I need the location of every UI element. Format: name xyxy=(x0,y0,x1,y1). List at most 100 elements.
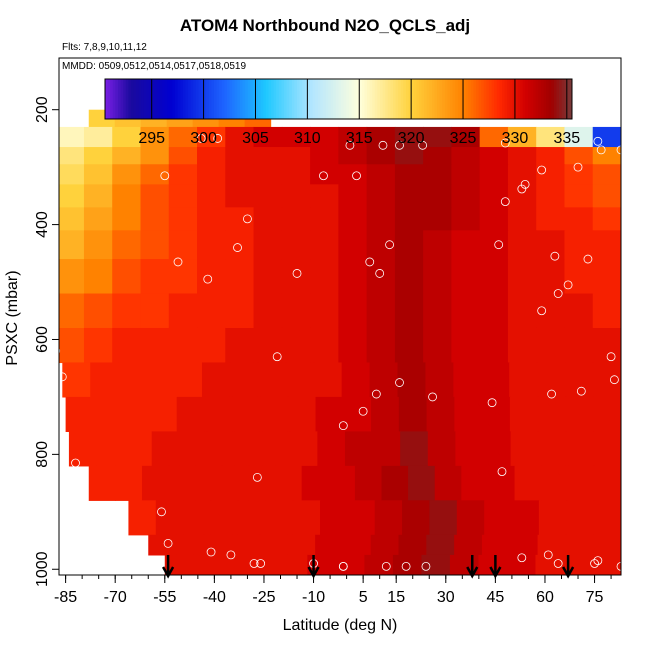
colorbar-segment xyxy=(263,79,267,119)
flight-arrows xyxy=(162,555,575,579)
x-tick-label: 75 xyxy=(586,589,604,606)
heat-cell xyxy=(366,164,396,185)
heat-cell xyxy=(128,500,157,536)
colorbar-segment xyxy=(112,79,116,119)
sample-point xyxy=(206,547,216,557)
colorbar-segment xyxy=(413,79,417,119)
colorbar-segment xyxy=(504,79,508,119)
colorbar-segment xyxy=(281,79,285,119)
heat-cell xyxy=(148,534,177,556)
colorbar-segment xyxy=(143,79,148,119)
colorbar-segment xyxy=(496,79,500,119)
heat-cell xyxy=(344,431,374,467)
heat-cell xyxy=(59,147,85,165)
sample-point xyxy=(163,539,173,548)
colorbar-segment xyxy=(509,79,513,119)
heat-cell xyxy=(338,147,368,165)
sample-point xyxy=(249,559,259,568)
heat-cell xyxy=(59,164,85,185)
colorbar-segment xyxy=(354,79,358,119)
colorbar-segment xyxy=(341,79,345,119)
heat-cell xyxy=(140,327,170,364)
heat-cell xyxy=(197,184,226,208)
sample-point xyxy=(590,559,599,568)
colorbar-segment xyxy=(265,79,269,119)
colorbar-segment xyxy=(434,79,438,119)
colorbar-segment xyxy=(206,79,210,119)
colorbar-segment xyxy=(361,79,365,119)
colorbar-segment xyxy=(322,79,327,119)
colorbar-segment xyxy=(553,79,557,119)
heat-cell xyxy=(121,396,150,432)
heat-cell xyxy=(423,126,453,148)
heat-cell xyxy=(168,293,198,329)
flights-subtitle: Flts: 7,8,9,10,11,12 xyxy=(62,42,147,53)
heat-cell xyxy=(287,396,317,432)
heat-cell xyxy=(146,362,175,398)
heat-cell xyxy=(65,396,94,432)
heat-cell xyxy=(281,207,311,231)
colorbar-segment xyxy=(481,79,485,119)
heat-cell xyxy=(310,293,339,329)
colorbar-segment xyxy=(491,79,495,119)
heat-cell xyxy=(507,147,537,165)
heat-cell xyxy=(168,465,196,501)
heat-cell xyxy=(400,431,429,467)
heat-cell xyxy=(509,396,539,432)
colorbar-segment xyxy=(219,79,223,119)
colorbar-segment xyxy=(348,79,352,119)
sample-point xyxy=(500,197,510,207)
colorbar-tick-label: 325 xyxy=(450,130,477,147)
heat-cell xyxy=(536,327,566,364)
heat-cell xyxy=(507,230,537,260)
colorbar-segment xyxy=(367,79,371,119)
heat-cell xyxy=(427,431,456,467)
colorbar-segment xyxy=(569,79,573,119)
heat-cell xyxy=(566,500,595,536)
colorbar-tick-label: 310 xyxy=(294,130,321,147)
sample-point xyxy=(59,111,64,120)
plot-frame xyxy=(58,57,622,576)
colorbar-segment xyxy=(507,79,511,119)
heat-cell xyxy=(259,396,289,432)
colorbar-segment xyxy=(468,79,472,119)
heat-cell xyxy=(338,327,368,364)
heat-cell xyxy=(174,362,203,398)
y-tick-label: 600 xyxy=(34,326,51,353)
sample-point xyxy=(378,140,388,150)
heat-cell xyxy=(479,207,509,231)
colorbar-segment xyxy=(172,79,176,119)
colorbar-segment xyxy=(403,79,407,119)
heat-cell xyxy=(281,126,311,148)
heat-cell xyxy=(397,362,427,398)
heat-cell xyxy=(112,230,142,260)
sample-point xyxy=(550,251,560,261)
heat-cell xyxy=(394,230,424,260)
heat-cell xyxy=(429,500,458,536)
colorbar-segment xyxy=(442,79,446,119)
heat-cell xyxy=(451,327,481,364)
heat-cell xyxy=(225,126,255,148)
heat-cell xyxy=(225,259,255,295)
heat-cell xyxy=(564,164,594,185)
heat-cell xyxy=(285,362,315,398)
heat-cell xyxy=(319,500,348,536)
heat-cell xyxy=(168,147,198,165)
colorbar-segment xyxy=(247,79,251,119)
heat-cell xyxy=(338,293,368,329)
chart-title: ATOM4 Northbound N2O_QCLS_adj xyxy=(179,16,471,35)
heat-cell xyxy=(511,500,540,536)
heat-cell xyxy=(225,327,255,364)
heat-cell xyxy=(310,327,339,364)
colorbar-segment xyxy=(398,79,402,119)
sample-point xyxy=(563,280,573,290)
colorbar-segment xyxy=(164,79,168,119)
heat-cell xyxy=(112,164,142,185)
flight-arrow xyxy=(562,555,575,579)
heat-cell xyxy=(225,164,255,185)
heat-cell xyxy=(225,147,255,165)
heat-cell xyxy=(140,147,170,165)
sample-point xyxy=(593,136,603,146)
colorbar-segment xyxy=(465,79,469,119)
sample-point xyxy=(371,389,381,399)
